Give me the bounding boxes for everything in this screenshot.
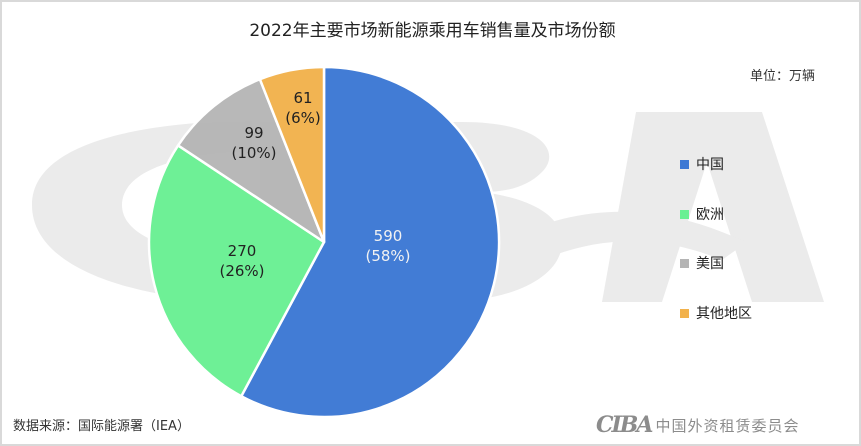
slice-value: 590 bbox=[373, 227, 403, 245]
legend-label: 欧洲 bbox=[696, 207, 724, 223]
legend-item-europe[interactable]: 欧洲 bbox=[680, 202, 724, 226]
slice-percent: (10%) bbox=[231, 144, 277, 162]
slice-europe[interactable] bbox=[147, 144, 326, 398]
legend-swatch-icon bbox=[680, 258, 689, 268]
slice-usa[interactable] bbox=[176, 77, 326, 244]
slice-value: 61 bbox=[293, 89, 313, 107]
legend-swatch-icon bbox=[680, 308, 689, 318]
slice-percent: (58%) bbox=[365, 247, 411, 265]
legend-swatch-icon bbox=[680, 159, 689, 169]
legend-item-china[interactable]: 中国 bbox=[680, 152, 724, 176]
slice-value: 99 bbox=[244, 124, 264, 142]
brand-name: 中国外资租赁委员会 bbox=[655, 416, 800, 435]
legend-label: 美国 bbox=[696, 256, 724, 272]
slice-percent: (26%) bbox=[219, 262, 265, 280]
unit-label: 单位：万辆 bbox=[749, 69, 815, 84]
ciba-logo-icon: CIBA bbox=[596, 412, 653, 438]
slice-label-usa: 99 (10%) bbox=[231, 123, 276, 163]
legend-swatch-icon bbox=[680, 209, 689, 219]
slice-label-other: 61 (6%) bbox=[285, 88, 321, 128]
source-note: 数据来源：国际能源署（IEA） bbox=[13, 419, 190, 434]
slice-percent: (6%) bbox=[285, 109, 321, 127]
slice-label-europe: 270 (26%) bbox=[219, 241, 264, 281]
legend-label: 中国 bbox=[696, 157, 724, 173]
brand-footer: CIBA 中国外资租赁委员会 bbox=[596, 412, 799, 438]
legend-item-usa[interactable]: 美国 bbox=[680, 251, 724, 275]
slice-value: 270 bbox=[227, 242, 257, 260]
slice-other[interactable] bbox=[258, 65, 326, 244]
slice-label-china: 590 (58%) bbox=[365, 226, 410, 266]
chart-title: 2022年主要市场新能源乘用车销售量及市场份额 bbox=[249, 21, 616, 41]
legend-label: 其他地区 bbox=[696, 306, 752, 322]
legend-item-other[interactable]: 其他地区 bbox=[680, 301, 752, 325]
slice-china[interactable] bbox=[240, 65, 501, 419]
